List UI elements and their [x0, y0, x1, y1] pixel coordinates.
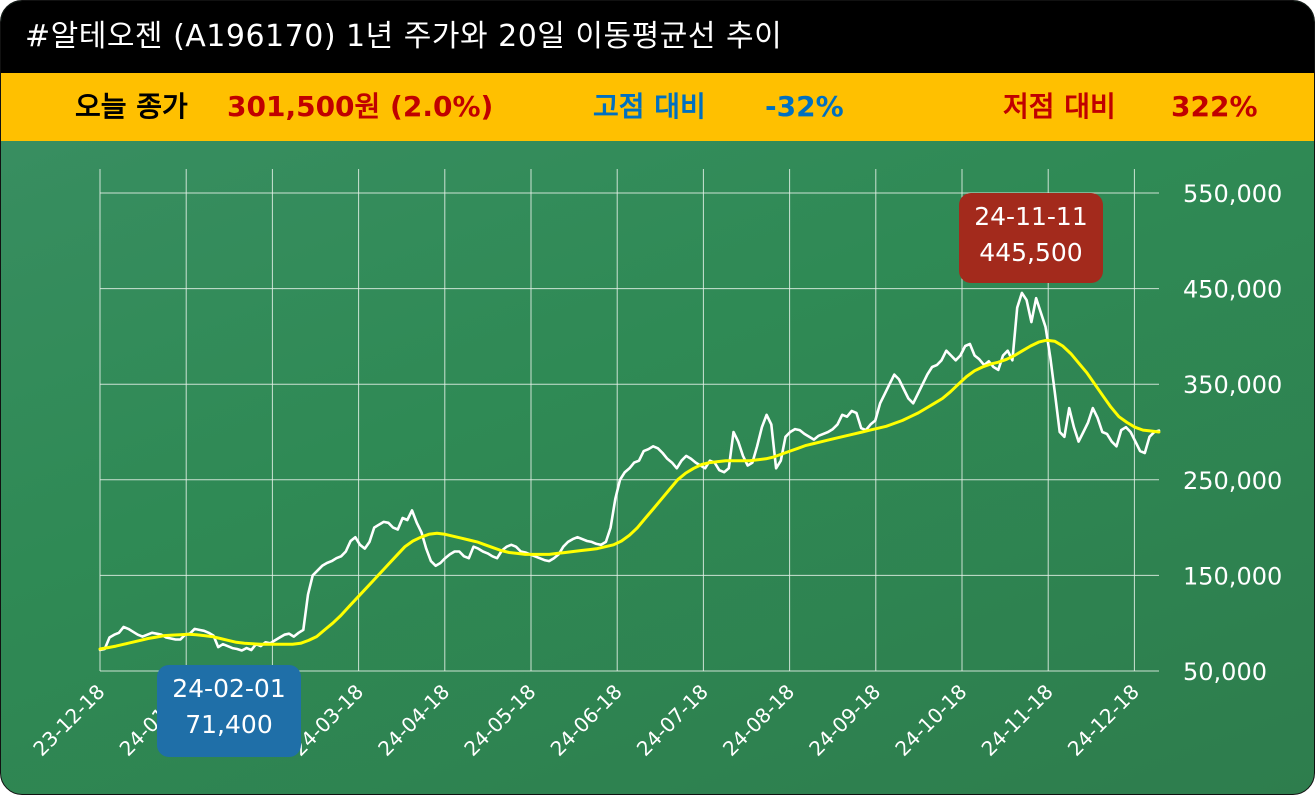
low-callout: 24-02-01 71,400	[157, 665, 301, 757]
high-compare-value: -32%	[765, 90, 844, 123]
x-tick-label: 24-09-18	[804, 680, 885, 761]
y-tick-label: 550,000	[1183, 180, 1282, 208]
x-tick-label: 23-12-18	[28, 680, 109, 761]
x-tick-label: 24-11-18	[977, 680, 1058, 761]
close-label: 오늘 종가	[75, 90, 188, 123]
x-tick-label: 24-08-18	[718, 680, 799, 761]
x-tick-label: 24-12-18	[1063, 680, 1144, 761]
y-tick-label: 450,000	[1183, 276, 1282, 304]
low-compare-value: 322%	[1171, 90, 1258, 123]
x-tick-label: 24-04-18	[373, 680, 454, 761]
x-tick-label: 24-05-18	[459, 680, 540, 761]
high-compare-label: 고점 대비	[593, 90, 706, 123]
x-tick-label: 24-06-18	[546, 680, 627, 761]
chart-title: #알테오젠 (A196170) 1년 주가와 20일 이동평균선 추이	[1, 1, 1314, 73]
low-compare-label: 저점 대비	[1003, 90, 1116, 123]
high-callout: 24-11-11 445,500	[959, 193, 1103, 283]
x-tick-label: 24-07-18	[632, 680, 713, 761]
y-tick-label: 350,000	[1183, 371, 1282, 399]
y-tick-label: 250,000	[1183, 467, 1282, 495]
y-tick-label: 50,000	[1183, 658, 1267, 686]
summary-bar: 오늘 종가 301,500원 (2.0%) 고점 대비 -32% 저점 대비 3…	[1, 73, 1314, 141]
close-value: 301,500원 (2.0%)	[227, 90, 494, 123]
ma20-line	[98, 338, 1161, 651]
low-callout-date: 24-02-01	[172, 674, 286, 703]
price-line	[98, 291, 1161, 652]
high-callout-value: 445,500	[979, 238, 1083, 267]
y-tick-label: 150,000	[1183, 562, 1282, 590]
x-tick-label: 24-10-18	[890, 680, 971, 761]
high-callout-date: 24-11-11	[974, 202, 1088, 231]
low-callout-value: 71,400	[185, 710, 273, 739]
